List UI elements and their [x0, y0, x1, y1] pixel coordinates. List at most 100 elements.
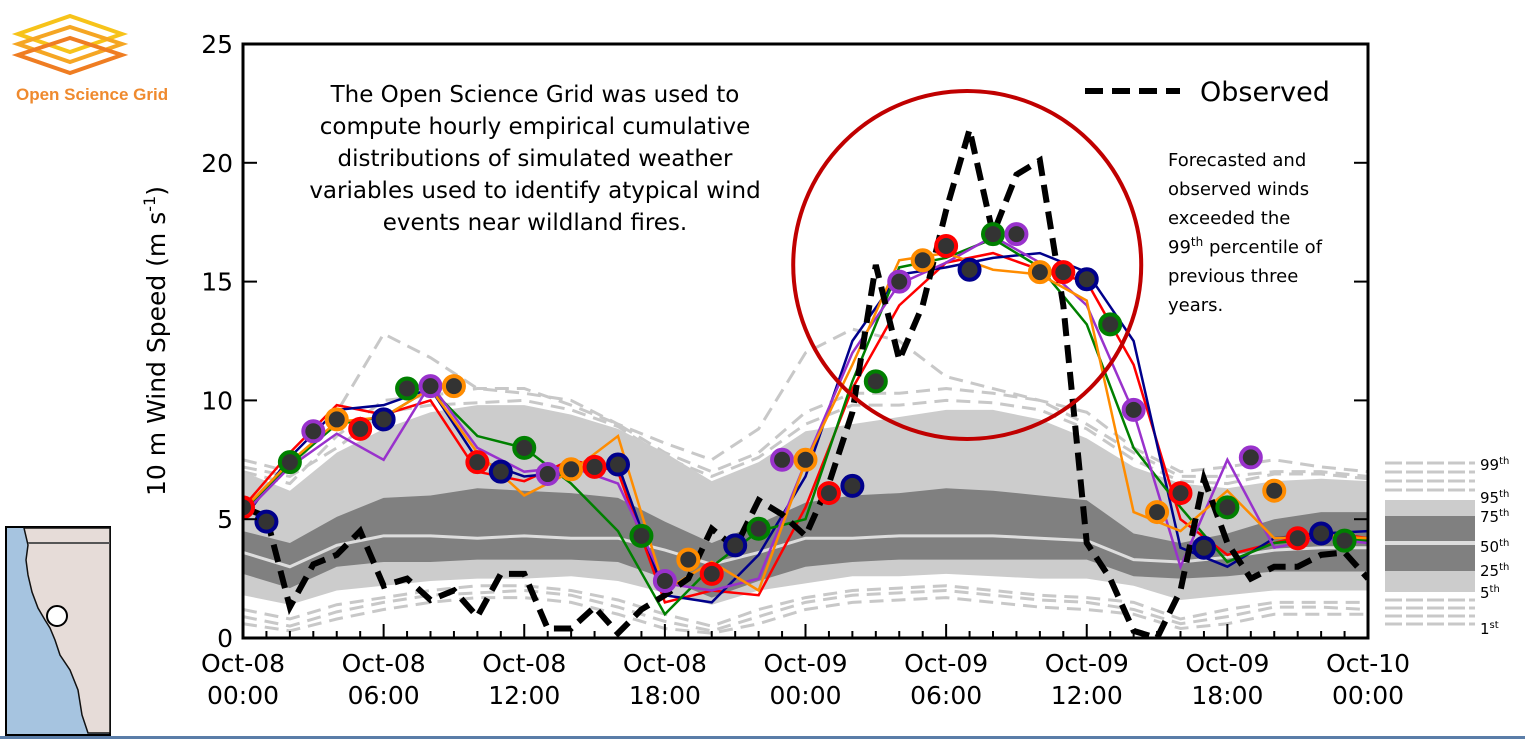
- y-axis-label: 10 m Wind Speed (m s-1): [140, 186, 171, 496]
- percentile-legend-label: 5th: [1480, 584, 1500, 602]
- y-tick-label: 5: [217, 505, 233, 534]
- y-tick-label: 0: [217, 624, 233, 653]
- annotation-line: distributions of simulated weather: [337, 146, 733, 172]
- osg-logo: Open Science Grid: [11, 13, 168, 104]
- forecast-marker: [1215, 495, 1240, 520]
- legend-median: [1385, 541, 1475, 545]
- forecast-marker: [1168, 481, 1193, 506]
- percentile-legend-label: 25th: [1480, 562, 1509, 580]
- forecast-marker: [1145, 500, 1170, 525]
- x-tick-label-time: 00:00: [769, 681, 841, 710]
- y-tick-label: 10: [201, 386, 233, 415]
- x-tick-label-time: 06:00: [910, 681, 982, 710]
- forecast-marker: [395, 376, 420, 401]
- exceedance-annotation: Forecasted and observed winds exceeded t…: [1168, 150, 1323, 316]
- forecast-marker: [934, 233, 959, 258]
- annotation-line: previous three: [1168, 266, 1298, 287]
- legend: Observed: [1085, 77, 1330, 108]
- forecast-marker: [676, 547, 701, 572]
- x-tick-label-date: Oct-09: [1045, 649, 1129, 678]
- forecast-marker: [1074, 267, 1099, 292]
- annotation-line: variables used to identify atypical wind: [309, 178, 760, 204]
- plot-content: [243, 128, 1368, 638]
- logo-layer-mid: [11, 24, 129, 65]
- forecast-marker: [699, 561, 724, 586]
- forecast-marker: [243, 495, 255, 520]
- percentile-legend-label: 99th: [1480, 456, 1509, 474]
- lower-percentile-line: [243, 588, 1368, 633]
- annotation-line: compute hourly empirical cumulative: [320, 114, 750, 140]
- logo-layer-top: [11, 13, 129, 55]
- x-tick-label-time: 12:00: [1051, 681, 1123, 710]
- x-tick-label-time: 18:00: [629, 681, 701, 710]
- highlight-circle: [791, 88, 1144, 441]
- plot-area: 0 5 10 15 20 25 Oct-08 00:00 Oct-08 06:00 Oct-08 12…: [201, 30, 1410, 710]
- forecast-marker: [606, 452, 630, 477]
- annotation-line: events near wildland fires.: [383, 210, 687, 236]
- percentile-legend-label: 95th: [1480, 489, 1509, 507]
- x-tick-label-date: Oct-08: [342, 649, 426, 678]
- forecast-marker: [770, 447, 795, 472]
- forecast-marker: [324, 407, 349, 432]
- forecast-marker: [1098, 312, 1123, 337]
- forecast-marker: [746, 516, 771, 541]
- x-tick-label-date: Oct-09: [904, 649, 988, 678]
- annotation-line: years.: [1168, 295, 1223, 316]
- x-tick-label-time: 18:00: [1191, 681, 1263, 710]
- x-tick-label-time: 06:00: [348, 681, 420, 710]
- forecast-marker: [981, 222, 1005, 247]
- upper-percentile-line: [243, 327, 1368, 474]
- forecast-marker: [1121, 397, 1146, 422]
- forecast-marker: [910, 248, 935, 273]
- logo-layer-bottom: [11, 35, 129, 76]
- forecast-marker: [488, 459, 513, 484]
- forecast-marker: [816, 481, 841, 506]
- forecast-marker: [535, 462, 560, 487]
- forecast-marker: [629, 523, 654, 548]
- forecast-marker: [1332, 528, 1357, 553]
- forecast-marker: [277, 450, 302, 475]
- forecast-marker: [465, 450, 490, 475]
- annotation-line: The Open Science Grid was used to: [330, 82, 740, 108]
- logo-text: Open Science Grid: [16, 85, 168, 104]
- forecast-marker: [441, 374, 466, 399]
- y-tick-label: 15: [201, 268, 233, 297]
- forecast-marker: [863, 369, 888, 394]
- x-tick-label-time: 12:00: [488, 681, 560, 710]
- forecast-marker: [1027, 260, 1052, 285]
- bottom-border: [0, 736, 1525, 739]
- lower-percentile-line: [243, 584, 1368, 628]
- annotation-line: Forecasted and: [1168, 150, 1306, 171]
- forecast-marker: [254, 509, 279, 534]
- forecast-marker: [1051, 260, 1076, 285]
- forecast-marker: [371, 407, 396, 432]
- observed-line: [243, 128, 1368, 638]
- forecast-marker: [1191, 535, 1216, 560]
- lower-percentile-line: [243, 596, 1368, 635]
- forecast-marker: [512, 435, 537, 460]
- forecast-marker: [1238, 445, 1263, 470]
- forecast-marker: [582, 454, 607, 479]
- forecast-marker: [348, 416, 373, 441]
- x-tick-label-time: 00:00: [207, 681, 279, 710]
- forecast-marker: [793, 447, 818, 472]
- forecast-marker: [1309, 521, 1334, 546]
- forecast-marker: [1004, 222, 1029, 247]
- map-location-marker: [46, 605, 68, 627]
- forecast-marker: [840, 473, 865, 498]
- forecast-marker: [1262, 478, 1287, 503]
- forecast-marker: [957, 257, 982, 282]
- x-tick-label-date: Oct-08: [201, 649, 285, 678]
- forecast-marker: [418, 374, 443, 399]
- map-land: [23, 527, 111, 734]
- x-tick-label-date: Oct-08: [482, 649, 566, 678]
- x-tick-label-time: 00:00: [1332, 681, 1404, 710]
- annotation-line: observed winds: [1168, 179, 1309, 200]
- forecast-marker: [723, 533, 748, 558]
- percentile-legend-label: 1st: [1480, 620, 1499, 638]
- location-map-inset: [5, 526, 111, 736]
- x-tick-label-date: Oct-08: [623, 649, 707, 678]
- x-tick-label-date: Oct-09: [1185, 649, 1269, 678]
